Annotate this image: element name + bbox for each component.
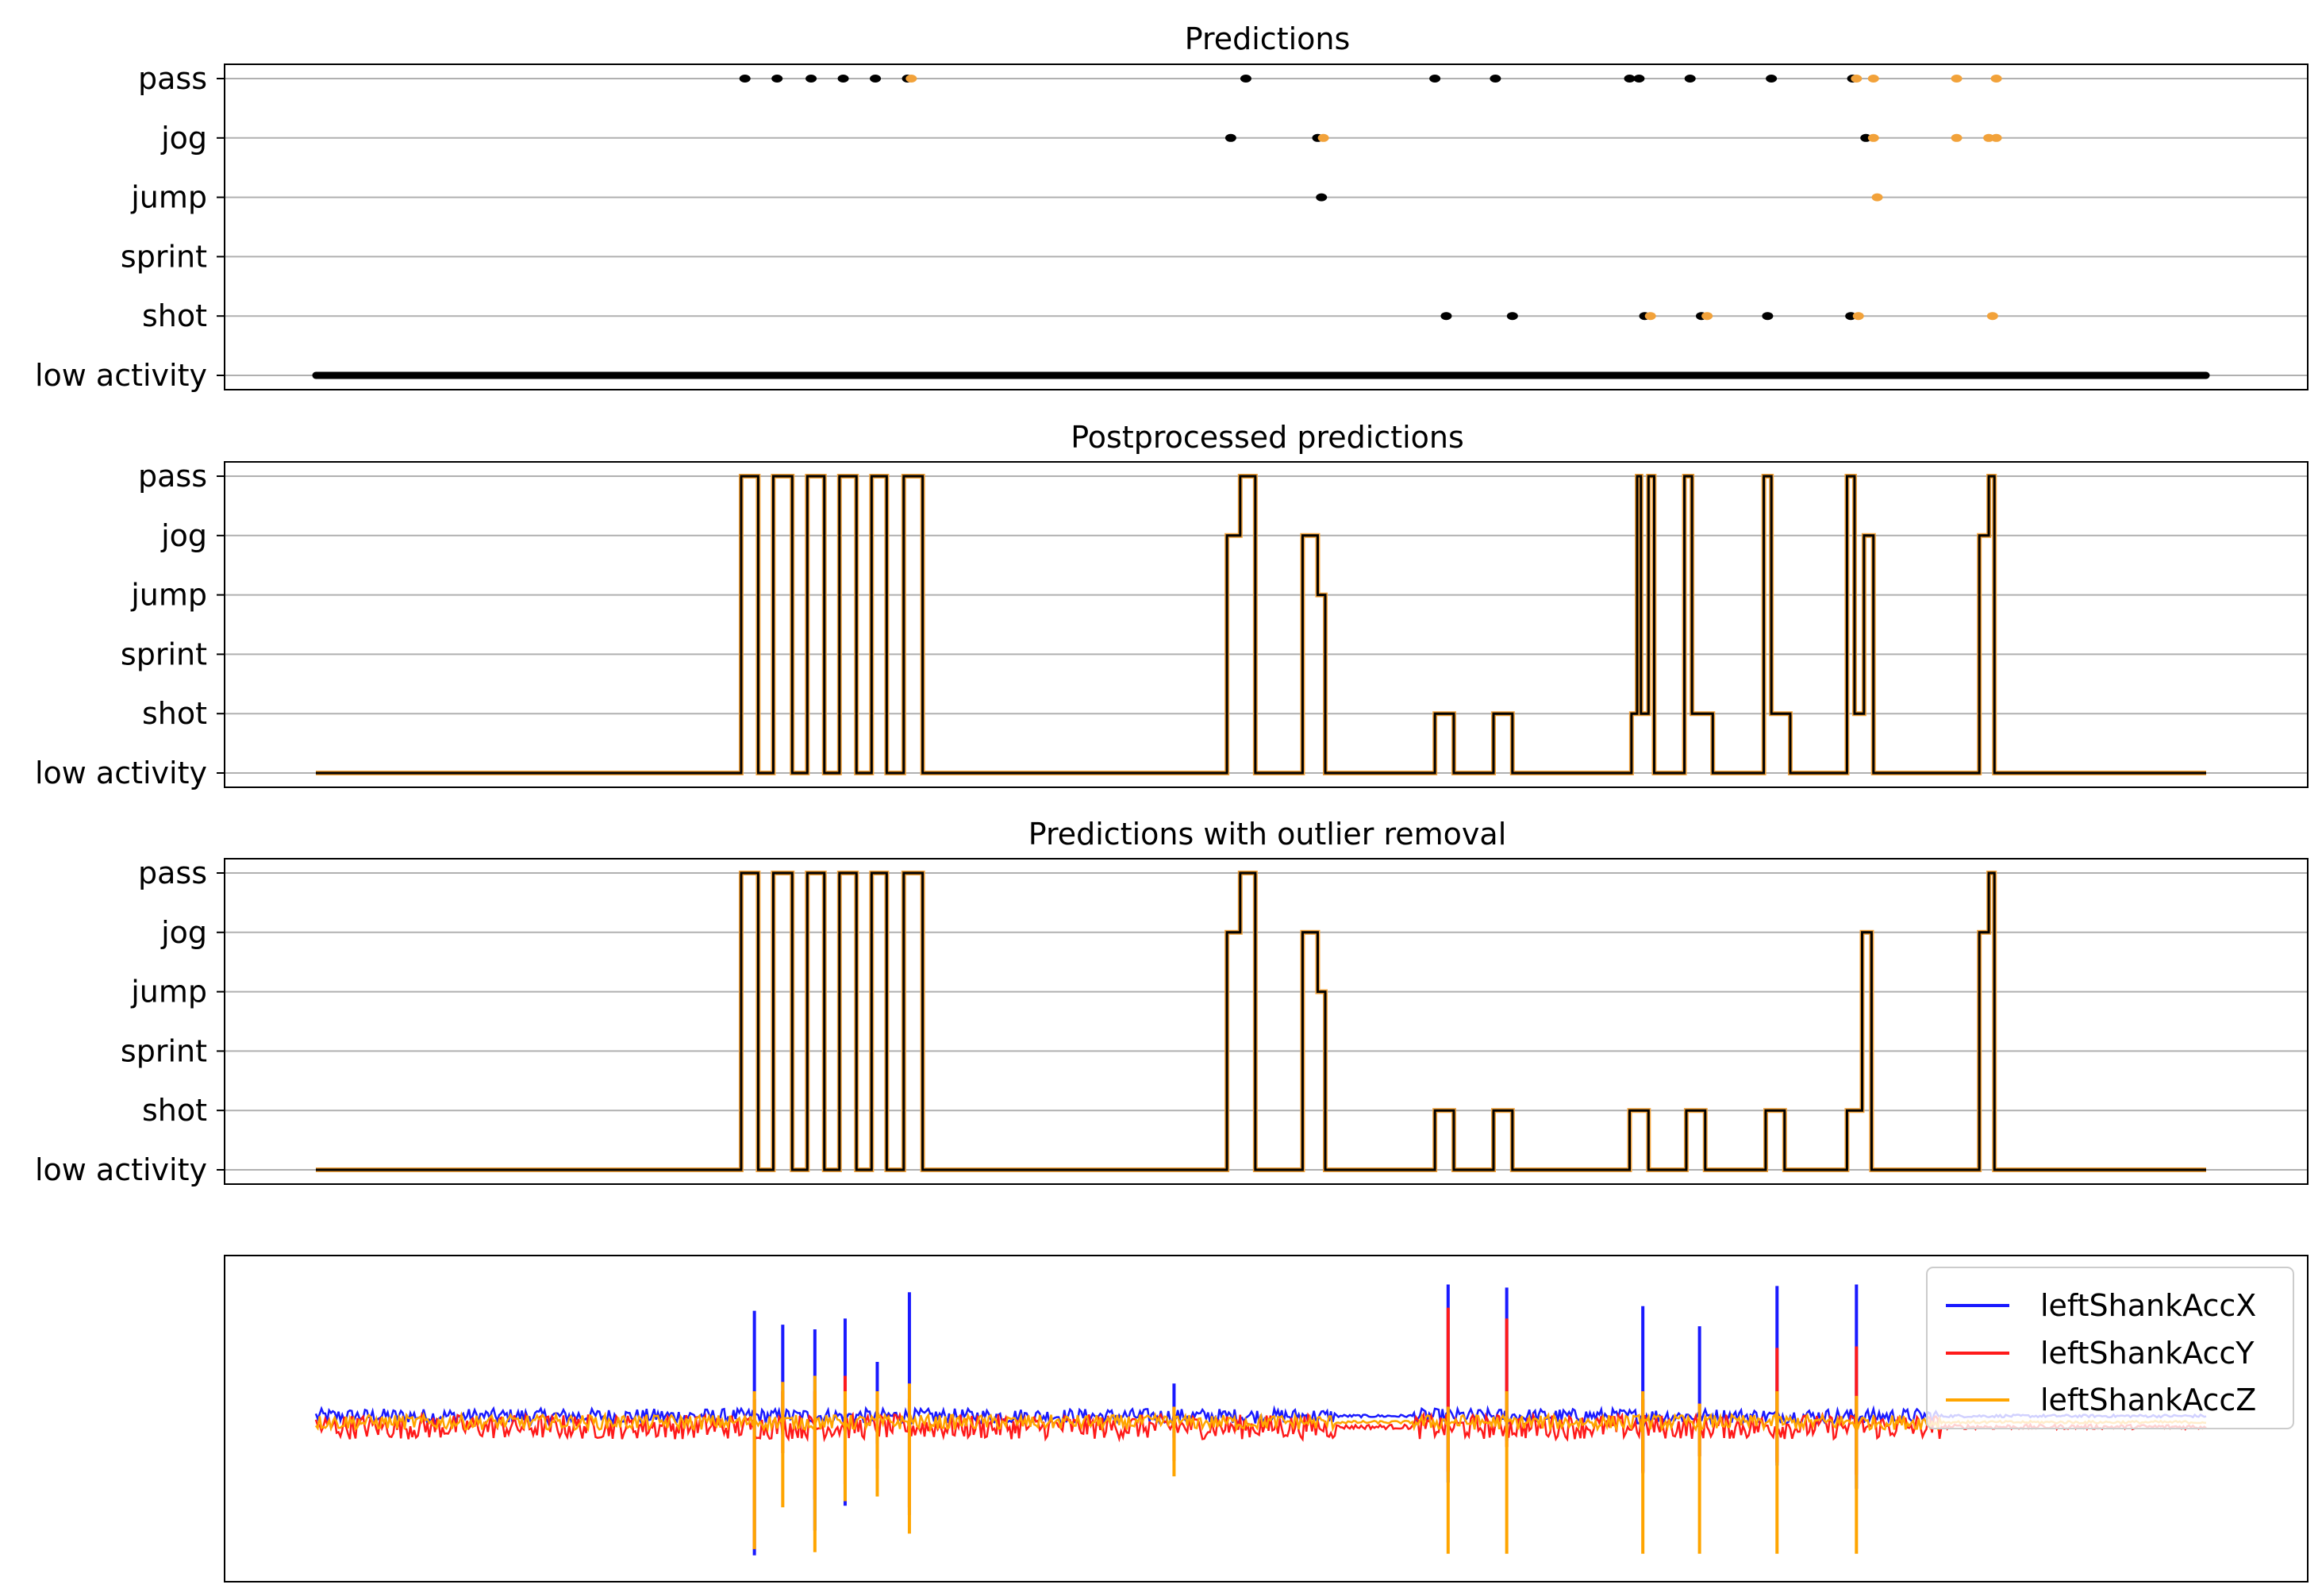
data-point xyxy=(1316,193,1328,202)
data-point xyxy=(1951,75,1963,83)
data-point xyxy=(1240,75,1251,83)
panel-title-outlier-removal: Predictions with outlier removal xyxy=(1028,817,1507,852)
y-tick-label: sprint xyxy=(121,1033,207,1068)
panel-sensor-signals: leftShankAccX leftShankAccY leftShankAcc… xyxy=(224,1255,2309,1583)
data-point xyxy=(1871,193,1883,202)
data-point xyxy=(1644,312,1656,321)
data-point xyxy=(739,75,751,83)
data-point xyxy=(1506,312,1518,321)
y-tick-label: low activity xyxy=(35,1152,207,1187)
data-point xyxy=(1986,312,1998,321)
data-point xyxy=(1867,75,1879,83)
y-tick-label: pass xyxy=(138,856,207,890)
y-tick-label: pass xyxy=(138,459,207,494)
data-point xyxy=(1440,312,1452,321)
panel-outlier-removal: Predictions with outlier removal low act… xyxy=(35,817,2309,1187)
legend-label-x: leftShankAccX xyxy=(2040,1288,2256,1323)
data-point xyxy=(870,75,882,83)
data-point xyxy=(1317,133,1329,142)
data-point xyxy=(1951,133,1963,142)
data-point xyxy=(905,75,917,83)
data-point xyxy=(1701,312,1713,321)
panel-predictions: Predictions low activity shot sprint jump jo… xyxy=(35,21,2309,393)
panel-title-predictions: Predictions xyxy=(1185,21,1351,56)
data-point xyxy=(1990,133,2002,142)
y-tick-label: shot xyxy=(142,1093,207,1128)
panel-title-postprocessed-predictions: Postprocessed predictions xyxy=(1071,420,1464,455)
plot-frame xyxy=(224,858,2309,1185)
plot-frame xyxy=(224,1255,2309,1583)
series-line xyxy=(316,871,2206,1171)
legend-label-y: leftShankAccY xyxy=(2040,1336,2255,1371)
y-tick-label: jog xyxy=(160,915,207,950)
data-point xyxy=(1490,75,1501,83)
y-tick-label: shot xyxy=(142,696,207,731)
y-tick-label: sprint xyxy=(121,239,207,274)
data-point xyxy=(1766,75,1778,83)
y-tick-label: jog xyxy=(160,121,207,156)
plot-frame xyxy=(224,63,2309,390)
y-tick-label: jog xyxy=(160,518,207,553)
signal-line xyxy=(314,1410,2207,1434)
y-tick-label: jump xyxy=(130,975,207,1010)
plot-frame xyxy=(224,461,2309,788)
data-point xyxy=(1429,75,1441,83)
data-point xyxy=(1851,75,1863,83)
legend: leftShankAccX leftShankAccY leftShankAcc… xyxy=(1926,1267,2294,1429)
y-tick-label: low activity xyxy=(35,756,207,790)
y-tick-label: shot xyxy=(142,298,207,333)
data-point xyxy=(805,75,817,83)
y-tick-label: jump xyxy=(130,578,207,613)
data-point xyxy=(1762,312,1774,321)
y-tick-label: jump xyxy=(130,180,207,215)
y-tick-label: sprint xyxy=(121,636,207,671)
data-point xyxy=(1852,312,1864,321)
data-point xyxy=(1224,133,1236,142)
series-line xyxy=(316,475,2206,775)
y-tick-label: pass xyxy=(138,61,207,96)
data-point xyxy=(1867,133,1879,142)
data-point xyxy=(1990,75,2002,83)
data-point xyxy=(1684,75,1696,83)
data-point xyxy=(1624,75,1636,83)
panel-postprocessed-predictions: Postprocessed predictions low activity sh… xyxy=(35,420,2309,790)
legend-label-z: leftShankAccZ xyxy=(2040,1383,2256,1417)
data-point xyxy=(837,75,849,83)
legend-box xyxy=(1926,1267,2294,1429)
y-tick-label: low activity xyxy=(35,358,207,393)
data-point xyxy=(771,75,783,83)
data-point xyxy=(1633,75,1645,83)
